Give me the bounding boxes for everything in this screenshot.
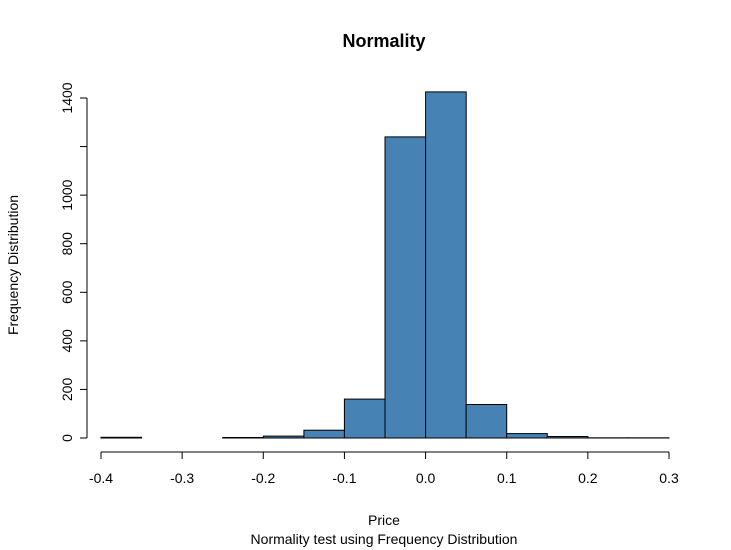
histogram-bar-7 [384,136,427,439]
y-tick-label-4: 800 [59,232,75,256]
histogram-bar-0 [100,436,143,439]
chart-subtitle: Normality test using Frequency Distribut… [251,531,518,547]
x-tick-label-2: -0.2 [251,470,275,486]
x-tick-label-6: 0.2 [578,470,598,486]
y-axis-label: Frequency Distribution [5,195,21,335]
histogram-bar-11 [546,436,589,439]
x-tick-label-4: 0.0 [416,470,436,486]
y-tick-label-0: 0 [59,434,75,442]
histogram-bar-6 [343,398,386,439]
y-tick-label-5: 1000 [59,179,75,210]
x-axis-label: Price [368,512,400,528]
y-tick-label-3: 600 [59,280,75,304]
bars-group [100,91,670,439]
histogram-bar-8 [425,91,467,439]
x-tick-label-1: -0.3 [170,470,194,486]
y-tick-label-7: 1400 [59,82,75,113]
x-axis: -0.4 -0.3 -0.2 -0.1 0.0 0.1 0.2 0.3 [89,451,679,486]
x-tick-label-3: -0.1 [332,470,356,486]
histogram-bar-10 [506,433,548,439]
x-tick-label-7: 0.3 [659,470,679,486]
x-tick-label-5: 0.1 [497,470,517,486]
y-tick-label-2: 400 [59,329,75,353]
histogram-bar-9 [465,404,508,439]
y-tick-label-1: 200 [59,378,75,402]
histogram-bar-5 [303,429,345,439]
histogram-bar-3 [222,437,264,439]
x-tick-label-0: -0.4 [89,470,113,486]
y-axis: 0 200 400 600 800 1000 1400 [59,82,88,442]
chart-title: Normality [342,31,425,51]
histogram-bar-4 [262,435,305,439]
